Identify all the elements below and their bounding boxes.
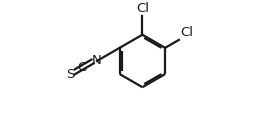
Text: Cl: Cl <box>136 2 149 15</box>
Text: S: S <box>66 68 74 81</box>
Text: Cl: Cl <box>180 26 193 39</box>
Text: N: N <box>91 54 101 67</box>
Text: C: C <box>77 61 86 74</box>
